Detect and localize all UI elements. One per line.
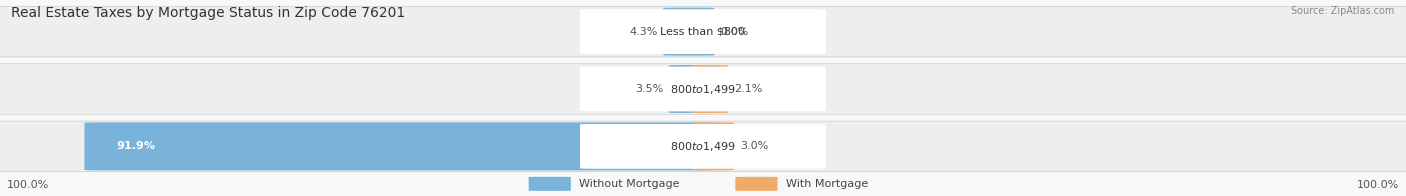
Text: 2.1%: 2.1%: [734, 84, 762, 94]
FancyBboxPatch shape: [0, 6, 1406, 57]
Text: $800 to $1,499: $800 to $1,499: [671, 83, 735, 95]
FancyBboxPatch shape: [692, 122, 734, 170]
FancyBboxPatch shape: [692, 65, 728, 113]
FancyBboxPatch shape: [529, 177, 571, 191]
Text: Less than $800: Less than $800: [661, 27, 745, 37]
FancyBboxPatch shape: [0, 121, 1406, 172]
Text: 100.0%: 100.0%: [1357, 180, 1399, 190]
FancyBboxPatch shape: [735, 177, 778, 191]
Text: Without Mortgage: Without Mortgage: [579, 179, 679, 189]
Text: Source: ZipAtlas.com: Source: ZipAtlas.com: [1291, 6, 1395, 16]
FancyBboxPatch shape: [581, 9, 825, 54]
FancyBboxPatch shape: [0, 64, 1406, 114]
FancyBboxPatch shape: [669, 65, 714, 113]
FancyBboxPatch shape: [84, 122, 714, 170]
Text: 4.3%: 4.3%: [630, 27, 658, 37]
Text: 100.0%: 100.0%: [7, 180, 49, 190]
Text: 3.5%: 3.5%: [634, 84, 664, 94]
Text: 3.0%: 3.0%: [740, 141, 768, 151]
Text: With Mortgage: With Mortgage: [786, 179, 868, 189]
Text: 0.0%: 0.0%: [720, 27, 748, 37]
FancyBboxPatch shape: [581, 67, 825, 111]
Text: 91.9%: 91.9%: [117, 141, 156, 151]
Text: Real Estate Taxes by Mortgage Status in Zip Code 76201: Real Estate Taxes by Mortgage Status in …: [11, 6, 405, 20]
Text: $800 to $1,499: $800 to $1,499: [671, 140, 735, 153]
FancyBboxPatch shape: [581, 124, 825, 169]
FancyBboxPatch shape: [664, 8, 714, 56]
